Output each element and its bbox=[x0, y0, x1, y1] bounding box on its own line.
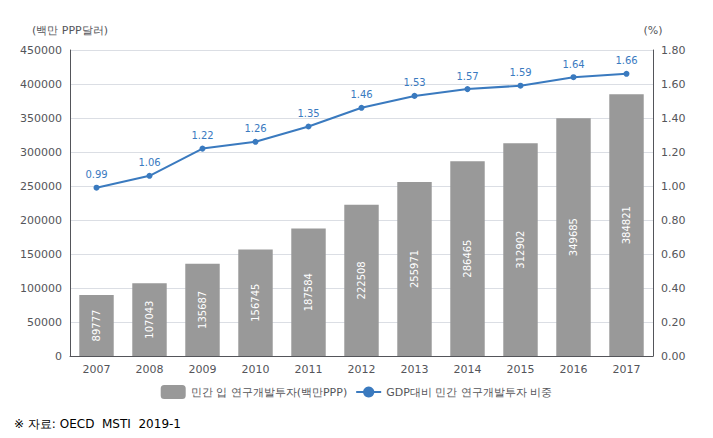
svg-text:300000: 300000 bbox=[20, 146, 62, 159]
svg-text:2015: 2015 bbox=[507, 363, 535, 376]
svg-text:50000: 50000 bbox=[27, 316, 62, 329]
svg-text:312902: 312902 bbox=[515, 231, 526, 269]
svg-text:(%): (%) bbox=[643, 24, 662, 37]
svg-text:250000: 250000 bbox=[20, 180, 62, 193]
svg-text:156745: 156745 bbox=[250, 284, 261, 322]
svg-text:2008: 2008 bbox=[136, 363, 164, 376]
svg-text:2012: 2012 bbox=[348, 363, 376, 376]
svg-text:107043: 107043 bbox=[144, 301, 155, 339]
svg-text:450000: 450000 bbox=[20, 44, 62, 57]
svg-text:0.20: 0.20 bbox=[661, 316, 686, 329]
svg-text:384821: 384821 bbox=[621, 206, 632, 244]
svg-text:1.57: 1.57 bbox=[456, 71, 478, 82]
svg-text:100000: 100000 bbox=[20, 282, 62, 295]
svg-text:349685: 349685 bbox=[568, 218, 579, 256]
svg-text:222508: 222508 bbox=[356, 261, 367, 299]
svg-text:1.53: 1.53 bbox=[403, 77, 425, 88]
svg-text:2017: 2017 bbox=[613, 363, 641, 376]
svg-text:2016: 2016 bbox=[560, 363, 588, 376]
svg-text:400000: 400000 bbox=[20, 78, 62, 91]
svg-text:1.60: 1.60 bbox=[661, 78, 686, 91]
svg-text:1.22: 1.22 bbox=[191, 130, 213, 141]
svg-text:민간 입 연구개발투자(백만PPP): 민간 입 연구개발투자(백만PPP) bbox=[191, 386, 347, 399]
svg-text:2014: 2014 bbox=[454, 363, 482, 376]
svg-text:1.46: 1.46 bbox=[350, 89, 372, 100]
svg-text:1.80: 1.80 bbox=[661, 44, 686, 57]
svg-text:1.26: 1.26 bbox=[244, 123, 266, 134]
svg-text:135687: 135687 bbox=[197, 291, 208, 329]
svg-text:286465: 286465 bbox=[462, 240, 473, 278]
svg-text:0.60: 0.60 bbox=[661, 248, 686, 261]
svg-text:150000: 150000 bbox=[20, 248, 62, 261]
svg-text:0.99: 0.99 bbox=[85, 169, 107, 180]
svg-text:1.06: 1.06 bbox=[138, 157, 160, 168]
svg-text:1.40: 1.40 bbox=[661, 112, 686, 125]
svg-text:※ 자료: OECD MSTI 2019-1: ※ 자료: OECD MSTI 2019-1 bbox=[14, 417, 181, 431]
svg-text:1.59: 1.59 bbox=[509, 67, 531, 78]
svg-text:2013: 2013 bbox=[401, 363, 429, 376]
svg-text:0.40: 0.40 bbox=[661, 282, 686, 295]
svg-text:255971: 255971 bbox=[409, 250, 420, 288]
svg-text:89777: 89777 bbox=[91, 310, 102, 342]
svg-text:GDP대비 민간 연구개발투자 비중: GDP대비 민간 연구개발투자 비중 bbox=[386, 386, 552, 399]
svg-text:1.35: 1.35 bbox=[297, 108, 319, 119]
svg-text:187584: 187584 bbox=[303, 273, 314, 311]
svg-text:(백만 PPP달러): (백만 PPP달러) bbox=[32, 24, 108, 37]
svg-text:0.00: 0.00 bbox=[661, 350, 686, 363]
svg-text:0: 0 bbox=[55, 350, 62, 363]
svg-text:1.66: 1.66 bbox=[615, 55, 637, 66]
svg-text:350000: 350000 bbox=[20, 112, 62, 125]
svg-text:1.64: 1.64 bbox=[562, 59, 584, 70]
svg-text:0.80: 0.80 bbox=[661, 214, 686, 227]
svg-text:1.00: 1.00 bbox=[661, 180, 686, 193]
svg-text:2011: 2011 bbox=[295, 363, 323, 376]
svg-text:2010: 2010 bbox=[242, 363, 270, 376]
svg-text:1.20: 1.20 bbox=[661, 146, 686, 159]
svg-text:2009: 2009 bbox=[189, 363, 217, 376]
svg-text:200000: 200000 bbox=[20, 214, 62, 227]
svg-text:2007: 2007 bbox=[83, 363, 111, 376]
